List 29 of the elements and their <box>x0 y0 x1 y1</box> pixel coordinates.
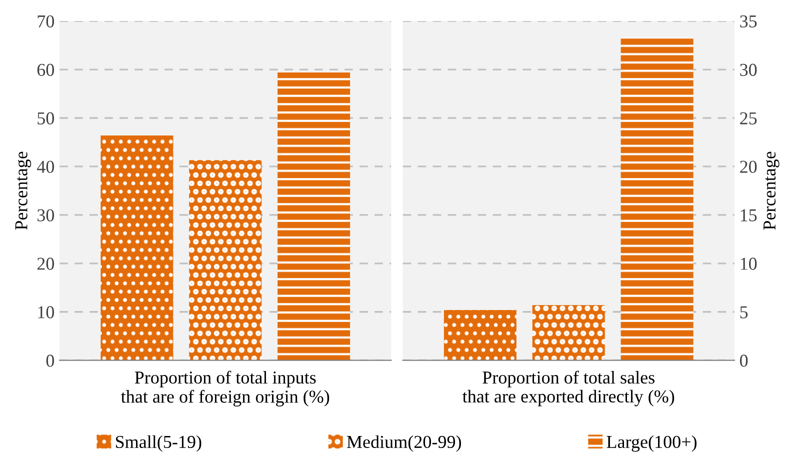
bar <box>620 38 694 360</box>
y-tick-label: 0 <box>46 354 54 367</box>
y2-tick-label: 0 <box>740 354 748 367</box>
legend-label: Small(5-19) <box>116 435 202 452</box>
y-tick-label: 40 <box>36 160 54 173</box>
y-tick-label: 50 <box>38 112 54 124</box>
y2-tick-label: 20 <box>740 160 757 173</box>
y-tick-label: 60 <box>37 64 54 76</box>
bar <box>189 160 262 360</box>
y-tick-label: 20 <box>37 258 54 270</box>
bar <box>532 305 605 360</box>
y-tick-label: 70 <box>38 15 54 28</box>
y2-tick-label: 10 <box>740 258 757 270</box>
bar <box>278 72 350 360</box>
y2-tick-label: 30 <box>740 64 757 76</box>
y2-tick-label: 15 <box>740 209 757 222</box>
y2-tick-label: 25 <box>740 112 757 124</box>
legend-label: Medium(20-99) <box>346 435 461 452</box>
bar <box>444 310 516 360</box>
y-tick-label: 30 <box>37 209 54 222</box>
x-axis-title: Proportion of total inputs that are of foreign origin (%) <box>121 370 330 406</box>
y-tick-label: 10 <box>38 306 54 318</box>
y2-tick-label: 5 <box>740 306 748 318</box>
bar <box>100 135 174 360</box>
legend-label: Large(100+) <box>606 435 697 452</box>
y2-tick-label: 35 <box>740 15 757 28</box>
x-axis-title: Proportion of total sales that are exported directly (%) <box>462 370 674 406</box>
y2-axis-title: Percentage <box>764 152 780 230</box>
y-axis-title: Percentage <box>15 152 32 230</box>
